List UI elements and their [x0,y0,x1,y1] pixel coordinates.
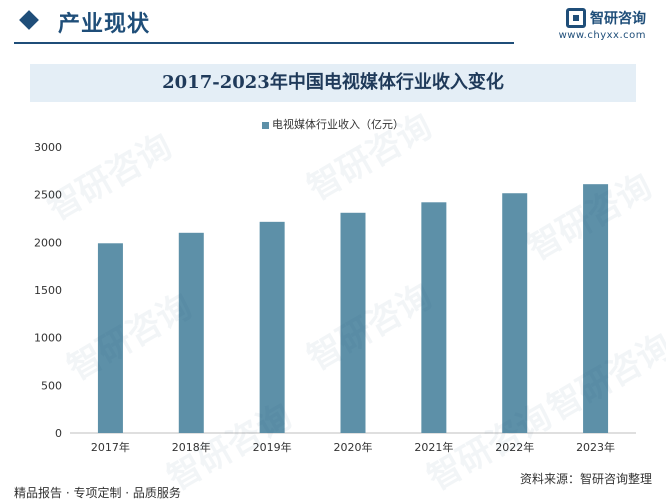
y-tick-label: 3000 [34,141,62,154]
legend-swatch [262,121,269,129]
bar [340,212,366,433]
bar [421,202,447,433]
section-title: 产业现状 [58,12,151,37]
x-tick-label: 2018年 [172,440,211,454]
brand: 智研咨询 www.chyxx.com [559,8,646,41]
footer-source: 资料来源：智研咨询整理 [519,472,652,486]
chart-title: 2017-2023年中国电视媒体行业收入变化 [162,72,504,93]
x-tick-label: 2023年 [576,440,615,454]
brand-name: 智研咨询 [590,11,646,27]
y-tick-label: 500 [41,379,62,392]
chart-title-band: 2017-2023年中国电视媒体行业收入变化 [30,64,636,102]
y-tick-label: 2000 [34,236,62,249]
bar [502,193,528,433]
y-tick-label: 1500 [34,284,62,297]
y-tick-label: 0 [55,427,62,440]
bar [178,232,204,433]
x-tick-label: 2020年 [334,440,373,454]
legend-label: 电视媒体行业收入（亿元） [272,118,404,131]
footer-slogan: 精品报告 · 专项定制 · 品质服务 [14,486,181,500]
chart-legend: 电视媒体行业收入（亿元） [0,116,666,132]
bar [97,243,123,433]
header: 产业现状 智研咨询 www.chyxx.com [0,0,666,48]
x-tick-label: 2022年 [495,440,534,454]
x-tick-label: 2019年 [253,440,292,454]
y-tick-label: 2500 [34,189,62,202]
brand-url: www.chyxx.com [558,30,646,41]
x-tick-label: 2021年 [414,440,453,454]
brand-logo-icon [566,8,586,28]
y-tick-label: 1000 [34,332,62,345]
bar [583,184,609,433]
bar [259,221,285,433]
header-divider [14,42,514,44]
x-tick-label: 2017年 [91,440,130,454]
